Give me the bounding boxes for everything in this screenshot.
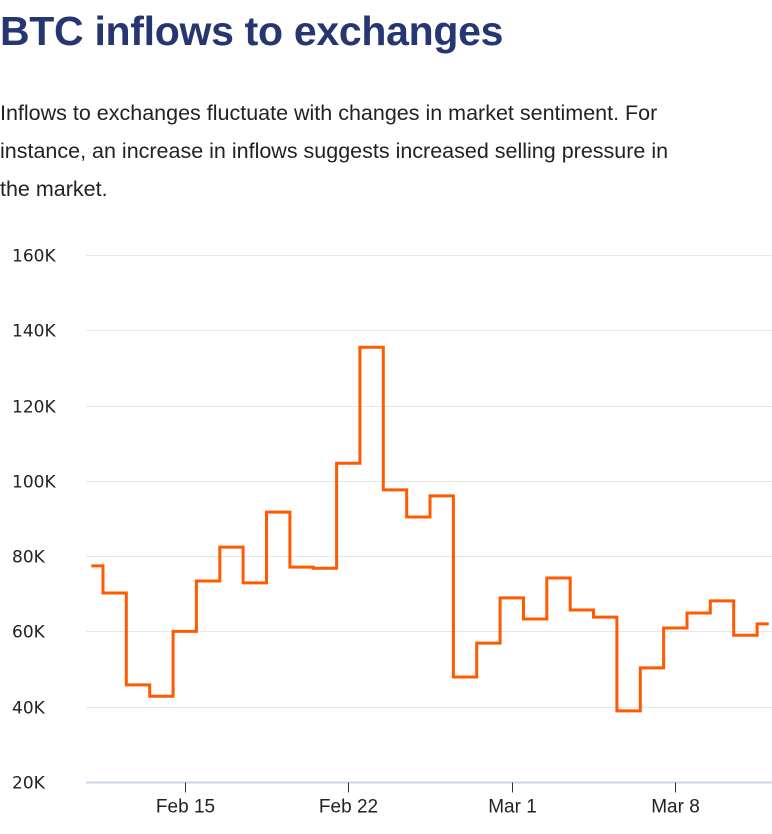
y-tick-label: 120K <box>12 398 56 418</box>
y-tick-label: 100K <box>12 473 56 493</box>
chart-title: BTC inflows to exchanges <box>0 8 504 54</box>
y-tick-label: 60K <box>12 623 46 643</box>
y-tick-label: 160K <box>12 247 56 267</box>
x-tick-label: Feb 22 <box>319 797 378 818</box>
y-axis-labels: 20K 40K 60K 80K 100K 120K 140K 160K <box>12 247 56 794</box>
x-axis-ticks: Feb 15 Feb 22 Mar 1 Mar 8 <box>156 782 700 818</box>
y-tick-label: 140K <box>12 322 56 342</box>
x-tick-label: Mar 1 <box>488 797 537 818</box>
y-tick-label: 80K <box>12 548 46 568</box>
chart-subtitle: Inflows to exchanges fluctuate with chan… <box>0 101 669 201</box>
series-line-btc-inflows[interactable] <box>91 345 769 713</box>
y-tick-label: 20K <box>12 774 46 794</box>
gridlines <box>86 255 772 708</box>
y-tick-label: 40K <box>12 699 46 719</box>
x-tick-label: Mar 8 <box>651 797 700 818</box>
x-tick-label: Feb 15 <box>156 797 215 818</box>
